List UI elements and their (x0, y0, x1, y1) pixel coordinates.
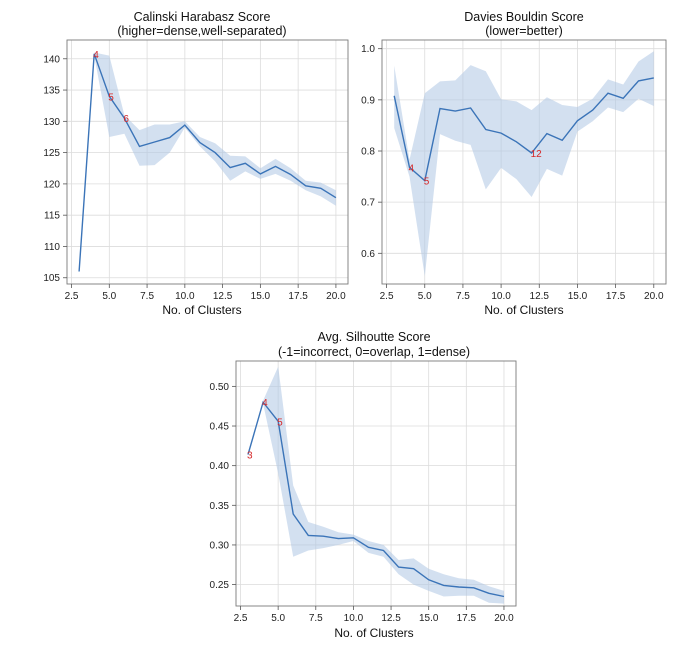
x-tick-label: 5.0 (102, 291, 116, 302)
chart-title: Calinski Harabasz Score (134, 10, 271, 24)
y-tick-label: 0.25 (210, 580, 230, 591)
x-tick-label: 10.0 (491, 291, 511, 302)
y-tick-label: 0.8 (361, 147, 375, 158)
plot-frame (235, 360, 517, 607)
x-tick-label: 2.5 (234, 613, 248, 624)
y-tick-label: 125 (43, 148, 60, 159)
x-tick-label: 15.0 (419, 613, 439, 624)
y-tick-label: 0.35 (210, 501, 230, 512)
y-tick-label: 110 (44, 242, 60, 253)
series-line (247, 400, 505, 598)
x-tick-label: 20.0 (644, 291, 664, 302)
x-tick-label: 12.5 (530, 291, 550, 302)
y-tick-label: 0.9 (361, 95, 375, 106)
x-tick-label: 17.5 (288, 291, 308, 302)
y-tick-label: 135 (43, 86, 60, 97)
plot-frame (66, 39, 349, 285)
chart-subtitle: (higher=dense,well-separated) (117, 24, 286, 38)
x-tick-label: 20.0 (494, 613, 514, 624)
x-axis-label: No. of Clusters (484, 303, 563, 317)
chart-subtitle: (-1=incorrect, 0=overlap, 1=dense) (278, 345, 470, 359)
annotation-label: 3 (247, 451, 253, 462)
y-tick-label: 105 (43, 273, 60, 284)
plot-area: 2.5 5.0 7.5 10.0 12.5 15.0 17.5 20.0 0.25 0.30 0.3… (210, 360, 517, 624)
x-tick-label: 7.5 (456, 291, 470, 302)
annotation-label: 4 (262, 398, 268, 409)
annotation-label: 5 (277, 417, 283, 428)
chart-davies-bouldin: Davies Bouldin Score (lower=better) 2.5 5… (361, 10, 667, 317)
y-tick-label: 0.6 (361, 249, 375, 260)
y-tick-label: 130 (43, 117, 60, 128)
x-tick-label: 12.5 (213, 291, 233, 302)
x-tick-label: 17.5 (457, 613, 477, 624)
x-tick-label: 15.0 (251, 291, 271, 302)
series-line (78, 53, 337, 272)
plot-area: 2.5 5.0 7.5 10.0 12.5 15.0 17.5 20.0 105 110 115 12… (43, 39, 349, 302)
annotation-label: 4 (408, 163, 414, 174)
x-tick-label: 5.0 (418, 291, 432, 302)
chart-avg-silhouette: Avg. Silhoutte Score (-1=incorrect, 0=ov… (210, 330, 517, 640)
y-tick-label: 0.50 (210, 382, 230, 393)
x-tick-label: 20.0 (326, 291, 346, 302)
y-tick-label: 140 (43, 54, 60, 65)
series-line (393, 77, 654, 183)
x-tick-label: 17.5 (606, 291, 626, 302)
x-tick-label: 7.5 (140, 291, 154, 302)
annotation-label: 12 (531, 149, 543, 160)
y-tick-label: 0.30 (210, 540, 230, 551)
x-tick-label: 7.5 (309, 613, 323, 624)
annotation-label: 6 (123, 114, 129, 125)
chart-calinski-harabasz: Calinski Harabasz Score (higher=dense,we… (43, 10, 349, 317)
x-axis-label: No. of Clusters (334, 626, 413, 640)
x-tick-label: 10.0 (344, 613, 364, 624)
y-tick-label: 120 (43, 179, 60, 190)
annotation-label: 5 (108, 92, 114, 103)
x-axis-label: No. of Clusters (162, 303, 241, 317)
chart-subtitle: (lower=better) (485, 24, 562, 38)
chart-title: Davies Bouldin Score (464, 10, 584, 24)
x-tick-label: 15.0 (568, 291, 588, 302)
plot-area: 2.5 5.0 7.5 10.0 12.5 15.0 17.5 20.0 0.6 0.7 0.8 0.… (361, 39, 667, 302)
y-tick-label: 0.7 (361, 198, 375, 209)
confidence-band (394, 51, 654, 277)
x-tick-label: 10.0 (175, 291, 195, 302)
annotation-label: 4 (93, 50, 99, 61)
x-tick-label: 2.5 (65, 291, 79, 302)
confidence-band (79, 52, 336, 272)
x-tick-label: 5.0 (271, 613, 285, 624)
annotation-label: 5 (424, 177, 430, 188)
x-tick-label: 2.5 (380, 291, 394, 302)
confidence-band (248, 366, 504, 604)
chart-title: Avg. Silhoutte Score (317, 330, 430, 344)
plot-frame (381, 39, 667, 285)
y-tick-label: 115 (44, 211, 60, 222)
y-tick-label: 0.45 (210, 422, 230, 433)
y-tick-label: 0.40 (210, 461, 230, 472)
y-tick-label: 1.0 (361, 44, 375, 55)
x-tick-label: 12.5 (381, 613, 401, 624)
